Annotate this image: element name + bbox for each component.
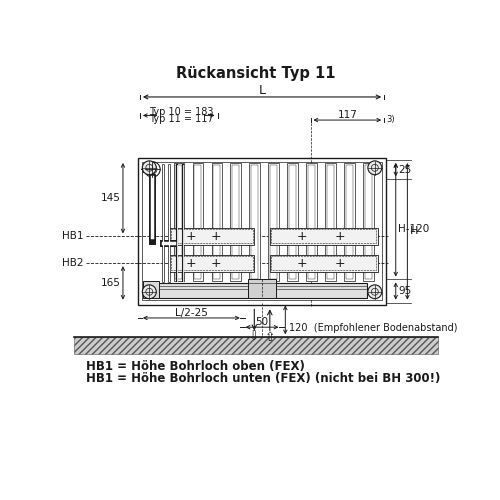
Bar [346,164,353,280]
Bar [143,281,158,298]
Text: ⇩: ⇩ [249,331,260,344]
Bar [270,228,378,245]
Bar [363,163,374,281]
Text: HB1 = Höhe Bohrloch unten (FEX) (nicht bei BH 300!): HB1 = Höhe Bohrloch unten (FEX) (nicht b… [86,372,440,386]
Bar [272,256,376,270]
Bar [74,337,438,354]
Bar [213,164,220,280]
Text: +: + [335,230,345,243]
Text: 50: 50 [256,317,268,327]
Bar [170,228,254,245]
Bar [327,164,334,280]
Bar [232,164,239,280]
Text: +: + [186,230,196,243]
Text: L/2-25: L/2-25 [175,308,208,318]
Text: +: + [211,230,222,243]
Text: L: L [258,84,266,98]
Text: 95: 95 [398,286,411,296]
Bar [268,163,279,281]
Text: +: + [211,257,222,270]
Bar [325,163,336,281]
Circle shape [368,161,382,174]
Text: HB2: HB2 [62,258,84,268]
Bar [270,255,378,272]
Text: +: + [297,230,308,243]
Bar [192,163,203,281]
Text: +: + [335,257,345,270]
Bar [250,163,260,281]
Bar [175,164,182,280]
Bar [171,256,253,270]
Bar [251,164,258,280]
Text: HB1: HB1 [62,232,84,241]
Bar [289,164,296,280]
Circle shape [142,161,156,174]
Text: Rückansicht Typ 11: Rückansicht Typ 11 [176,66,336,82]
Text: 117: 117 [338,110,357,120]
Bar [308,164,315,280]
Text: ⇧: ⇧ [264,331,275,344]
Bar [364,164,372,280]
Bar [174,163,184,281]
Text: 25: 25 [398,164,411,174]
Bar [230,163,241,281]
Bar [171,230,253,243]
Bar [306,163,316,281]
Bar [248,280,276,298]
Text: Typ 11 = 117: Typ 11 = 117 [150,114,214,124]
Text: 3): 3) [386,114,395,124]
Circle shape [368,285,382,298]
Text: 145: 145 [101,193,120,203]
Text: +: + [186,257,196,270]
Text: Typ 10 = 183: Typ 10 = 183 [150,106,214,117]
Bar [288,163,298,281]
Text: +: + [297,257,308,270]
Text: HB1 = Höhe Bohrloch oben (FEX): HB1 = Höhe Bohrloch oben (FEX) [86,360,304,373]
Text: 165: 165 [101,278,120,288]
Bar [272,230,376,243]
Bar [138,158,386,305]
Bar [142,162,382,300]
Text: H-120: H-120 [398,224,430,234]
Text: H: H [410,226,418,236]
Bar [170,255,254,272]
Bar [270,164,278,280]
Bar [344,163,354,281]
Bar [212,163,222,281]
Circle shape [142,285,156,298]
Text: 120  (Empfohlener Bodenabstand): 120 (Empfohlener Bodenabstand) [289,322,458,332]
Bar [194,164,202,280]
Bar [157,282,367,298]
